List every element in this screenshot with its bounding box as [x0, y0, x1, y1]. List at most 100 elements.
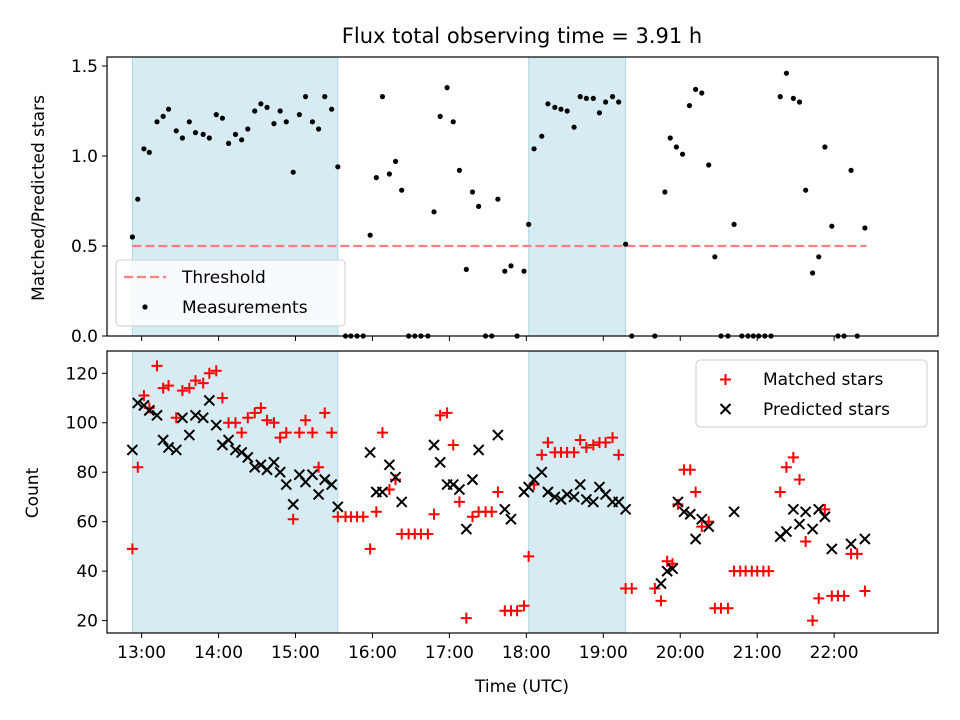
matched-stars-point [364, 543, 376, 555]
measurement-point [456, 167, 463, 173]
measurement-point [662, 189, 668, 195]
matched-stars-point [163, 380, 175, 392]
matched-stars-point [126, 543, 138, 555]
bottom-y-tick-label: 80 [76, 463, 98, 483]
predicted-stars-point [242, 451, 254, 464]
matched-stars-point [807, 615, 819, 627]
measurement-point [179, 135, 186, 141]
matched-stars-point [157, 382, 169, 394]
measurement-point [154, 119, 160, 125]
measurement-point [329, 106, 335, 112]
matched-stars-point [763, 565, 775, 577]
matched-stars-point [518, 600, 530, 612]
legend-measurements-label: Measurements [182, 298, 308, 318]
matched-stars-point [151, 360, 163, 372]
measurement-point [564, 108, 570, 114]
x-tick-label: 14:00 [194, 643, 243, 663]
matched-stars-point [696, 521, 708, 533]
matched-stars-point [422, 528, 434, 540]
predicted-stars-point [568, 491, 580, 503]
predicted-stars-point [655, 577, 667, 590]
measurement-point [495, 196, 501, 202]
matched-stars-point [313, 461, 325, 473]
measurement-point [271, 121, 277, 127]
predicted-stars-point [522, 481, 535, 493]
predicted-stars-point [428, 439, 440, 451]
predicted-stars-point [826, 543, 838, 555]
matched-stars-point [138, 390, 150, 402]
measurement-point [596, 110, 603, 116]
bottom-legend-box [695, 359, 928, 428]
measurement-point [165, 106, 172, 112]
matched-stars-point [460, 612, 472, 624]
matched-stars-point [326, 427, 338, 439]
measurement-point [848, 167, 854, 173]
predicted-stars-point [434, 456, 446, 469]
measurement-point [583, 95, 589, 101]
measurement-point [545, 101, 551, 107]
matched-stars-point [197, 377, 209, 389]
predicted-stars-point [536, 466, 548, 478]
matched-stars-point [661, 555, 673, 567]
matched-stars-point [800, 535, 812, 547]
measurement-point [686, 103, 693, 109]
x-tick-label: 19:00 [579, 643, 628, 663]
matched-stars-point [261, 414, 273, 426]
x-axis-label: Time (UTC) [474, 677, 569, 697]
matched-stars-point [819, 503, 831, 515]
matched-stars-point [428, 508, 440, 520]
predicted-stars-point [780, 525, 793, 538]
measurement-point [258, 101, 264, 107]
predicted-stars-point [143, 404, 156, 417]
bottom-y-tick-label: 100 [66, 414, 98, 434]
legend-predicted-label: Predicted stars [763, 400, 890, 420]
predicted-stars-point [312, 488, 325, 501]
predicted-stars-point [587, 496, 599, 508]
predicted-stars-point [728, 506, 740, 518]
matched-stars-point [287, 513, 299, 525]
measurement-point [777, 94, 783, 100]
predicted-stars-point [203, 394, 216, 407]
bottom-shaded-interval-2 [528, 350, 627, 634]
predicted-stars-point [453, 483, 466, 496]
measurement-point [508, 263, 514, 269]
top-panel: 0.0 0.5 1.0 1.5 Threshold Measurements [71, 56, 939, 347]
matched-stars-point [690, 486, 702, 498]
predicted-stars-point [793, 518, 806, 530]
predicted-stars-point [170, 444, 182, 456]
measurement-point [712, 254, 718, 260]
measurement-point [322, 94, 328, 100]
matched-stars-point [838, 590, 850, 602]
predicted-stars-point [460, 523, 473, 535]
matched-stars-point [655, 595, 667, 607]
predicted-stars-point [249, 461, 261, 473]
predicted-stars-point [787, 503, 800, 516]
measurement-point [219, 115, 226, 121]
predicted-stars-point [364, 446, 376, 459]
matched-stars-point [466, 511, 478, 523]
matched-stars-point [216, 392, 228, 404]
predicted-stars-point [287, 498, 299, 511]
measurement-point [264, 104, 270, 110]
predicted-stars-point [151, 409, 163, 422]
matched-stars-point [453, 496, 465, 508]
measurement-point [731, 221, 737, 227]
measurement-point [386, 171, 392, 177]
matched-stars-point [189, 375, 201, 387]
matched-stars-point [447, 439, 459, 451]
matched-stars-point [249, 407, 261, 419]
legend-predicted-swatch [719, 403, 732, 415]
measurement-point [373, 175, 379, 181]
predicted-stars-point [383, 459, 396, 471]
measurement-point [796, 99, 803, 105]
predicted-stars-point [845, 538, 857, 550]
matched-stars-point [357, 511, 369, 523]
predicted-stars-point [319, 473, 331, 486]
matched-stars-point [684, 464, 696, 476]
measurement-point [521, 268, 527, 274]
predicted-stars-point [505, 513, 517, 525]
measurement-point [245, 126, 251, 132]
measurement-point [862, 225, 868, 231]
measurement-point [392, 158, 399, 164]
matched-stars-point [542, 437, 554, 449]
